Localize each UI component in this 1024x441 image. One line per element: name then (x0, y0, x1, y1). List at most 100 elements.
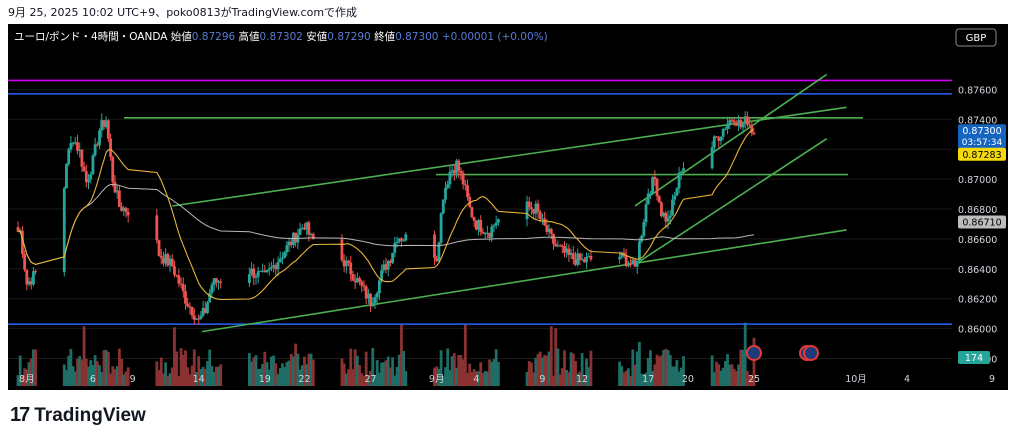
volume-bar (474, 371, 478, 386)
price-tick: 0.86000 (958, 325, 997, 336)
candle (446, 184, 450, 188)
candle (294, 232, 298, 243)
candle (543, 218, 547, 226)
candle (492, 225, 496, 227)
slow-ma-line (17, 183, 755, 265)
volume-bar (32, 349, 35, 386)
volume-bar (717, 364, 721, 386)
volume-bar (649, 350, 652, 386)
fast-ma-line (17, 128, 755, 301)
volume-bar (181, 354, 185, 386)
price-tick: 0.86800 (958, 205, 997, 216)
volume-bar (662, 349, 666, 386)
volume-bar (626, 368, 630, 386)
candle (640, 235, 644, 242)
tradingview-logo[interactable]: 17 TradingView (10, 404, 146, 427)
candle (726, 123, 729, 129)
candle (29, 281, 33, 285)
candle (633, 259, 637, 267)
candle (73, 142, 77, 144)
volume-bar (87, 366, 90, 386)
candle (483, 233, 487, 235)
volume-bar (640, 373, 644, 386)
candle (668, 215, 672, 218)
candle (263, 270, 267, 273)
volume-bar (309, 353, 313, 386)
candle (377, 280, 381, 294)
volume-bar (534, 357, 538, 386)
volume-bar (682, 356, 685, 386)
candle (254, 276, 258, 278)
volume-bar (197, 356, 201, 386)
candle (576, 253, 580, 265)
candle (87, 179, 90, 183)
time-tick: 10月 (845, 374, 867, 385)
candle (589, 256, 593, 260)
volume-bar (369, 370, 372, 386)
volume-bar (452, 353, 456, 386)
volume-bar (294, 343, 298, 386)
candle (206, 302, 209, 314)
price-tick: 0.86600 (958, 235, 997, 246)
volume-bar (481, 373, 485, 386)
volume-bar (164, 362, 168, 386)
candle (391, 252, 395, 263)
candles (16, 111, 756, 325)
candle (289, 241, 293, 246)
volume-bar (494, 349, 498, 386)
candle (552, 233, 555, 244)
volume-bar (710, 355, 714, 386)
candle (197, 318, 201, 320)
candle (541, 218, 544, 220)
candle (741, 123, 745, 128)
candle (734, 122, 738, 126)
candle (217, 281, 220, 283)
candle (91, 155, 95, 175)
economic-event-icon[interactable] (803, 345, 819, 361)
volume-bar (360, 373, 364, 386)
volume-bar (726, 354, 729, 386)
candle (267, 268, 271, 270)
volume-bar (433, 367, 436, 386)
economic-event-icon[interactable] (746, 345, 762, 361)
price-axis-bg (952, 24, 1008, 390)
candle (219, 281, 223, 283)
volume-bar (292, 356, 295, 386)
volume-bar (391, 357, 395, 386)
volume-bar (109, 373, 112, 386)
volume-bar (638, 341, 641, 386)
candle (353, 280, 357, 283)
candle (563, 246, 566, 253)
candle (115, 190, 119, 193)
candle (748, 124, 751, 126)
candle (358, 277, 361, 282)
time-tick: 19 (259, 374, 271, 385)
candle (380, 270, 383, 281)
candle (677, 172, 681, 189)
volume-bar (395, 366, 399, 386)
svg-text:ユーロ/ポンド・4時間・OANDA 始値0: ユーロ/ポンド・4時間・OANDA 始値0.87296 高値0.87302 安値… (14, 30, 548, 43)
volume-bar (115, 366, 119, 386)
candle (719, 136, 723, 141)
volume-bar (620, 366, 624, 386)
volume-bar (93, 355, 97, 386)
price-tick: 0.86400 (958, 265, 997, 276)
candle (457, 160, 461, 171)
candle (477, 220, 480, 230)
candle (32, 271, 35, 285)
volume-bar (477, 371, 480, 386)
candle (170, 258, 174, 267)
candle (675, 188, 679, 196)
candlestick-chart[interactable]: 0.876000.874000.872000.870000.868000.866… (8, 24, 1008, 390)
currency-button[interactable]: GBP (955, 28, 997, 47)
candle (124, 207, 128, 212)
candle (344, 260, 348, 267)
volume-bar (651, 370, 655, 386)
volume-bar (677, 371, 681, 386)
candle (585, 256, 588, 263)
candle (439, 213, 443, 243)
volume-bar (748, 375, 751, 386)
candle (739, 120, 743, 128)
chart-area[interactable]: 0.876000.874000.872000.870000.868000.866… (8, 24, 1008, 390)
